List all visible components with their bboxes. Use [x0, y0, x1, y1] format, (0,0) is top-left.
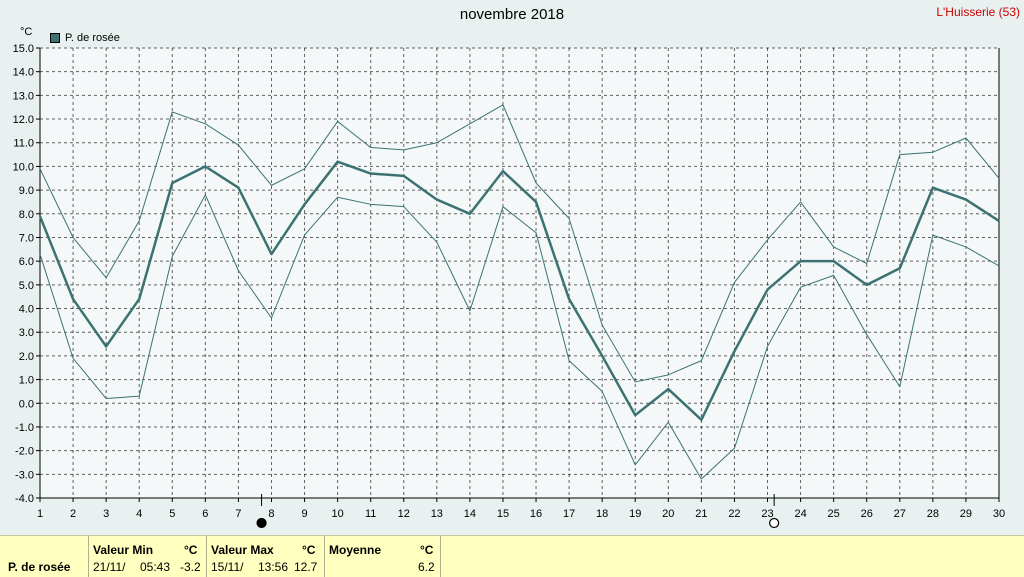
y-axis-unit: °C [20, 26, 33, 38]
y-tick-label: 10.0 [13, 161, 34, 173]
stats-min-header: Valeur Min [93, 543, 154, 557]
stats-min-date: 21/11/ [93, 560, 126, 574]
y-tick-label: 11.0 [13, 138, 34, 150]
y-tick-label: 6.0 [19, 256, 34, 268]
x-tick-label: 15 [497, 508, 509, 520]
y-tick-label: -3.0 [15, 469, 34, 481]
x-tick-label: 3 [103, 508, 109, 520]
stats-max-time: 13:56 [258, 560, 289, 574]
y-tick-label: 7.0 [19, 232, 34, 244]
x-tick-label: 18 [596, 508, 608, 520]
x-tick-label: 4 [136, 508, 142, 520]
x-tick-label: 22 [728, 508, 740, 520]
stats-max-unit: °C [302, 543, 316, 557]
x-tick-label: 24 [794, 508, 806, 520]
x-tick-label: 28 [927, 508, 939, 520]
y-tick-label: 14.0 [13, 67, 34, 79]
x-tick-label: 7 [235, 508, 241, 520]
x-tick-label: 23 [761, 508, 773, 520]
x-tick-label: 20 [662, 508, 674, 520]
station-name: L'Huisserie (53) [936, 5, 1020, 19]
stats-avg-cell: Moyenne °C 6.2 [324, 536, 441, 577]
legend: P. de rosée [50, 32, 120, 44]
x-tick-label: 29 [960, 508, 972, 520]
stats-avg-header: Moyenne [329, 543, 382, 557]
y-tick-label: 2.0 [19, 351, 34, 363]
chart-title: novembre 2018 [459, 6, 565, 23]
series-line-mean [38, 160, 1000, 422]
stats-min-unit: °C [184, 543, 198, 557]
x-tick-label: 8 [268, 508, 274, 520]
y-tick-label: 4.0 [19, 304, 34, 316]
y-tick-label: -2.0 [15, 446, 34, 458]
stats-panel: P. de rosée Valeur Min °C 21/11/ 05:43 -… [0, 535, 1024, 577]
stats-label-cell: P. de rosée [0, 536, 89, 577]
x-tick-label: 2 [70, 508, 76, 520]
y-tick-label: 9.0 [19, 185, 34, 197]
legend-label: P. de rosée [65, 32, 120, 44]
y-tick-label: 13.0 [13, 90, 34, 102]
stats-min-cell: Valeur Min °C 21/11/ 05:43 -3.2 [88, 536, 207, 577]
stats-max-value: 12.7 [294, 560, 318, 574]
stats-max-cell: Valeur Max °C 15/11/ 13:56 12.7 [206, 536, 325, 577]
x-tick-label: 25 [828, 508, 840, 520]
x-tick-label: 10 [331, 508, 343, 520]
legend-swatch [50, 33, 60, 43]
stats-min-value: -3.2 [180, 560, 201, 574]
stats-avg-value: 6.2 [418, 560, 435, 574]
x-tick-label: 6 [202, 508, 208, 520]
stats-max-date: 15/11/ [211, 560, 244, 574]
x-tick-label: 1 [37, 508, 43, 520]
stats-avg-unit: °C [420, 543, 434, 557]
series-line-max [39, 104, 1000, 383]
x-tick-label: 13 [431, 508, 443, 520]
x-tick-label: 5 [169, 508, 175, 520]
x-tick-label: 19 [629, 508, 641, 520]
stats-max-header: Valeur Max [211, 543, 274, 557]
y-tick-label: -1.0 [15, 422, 34, 434]
x-tick-label: 9 [301, 508, 307, 520]
y-tick-label: 0.0 [19, 398, 34, 410]
y-tick-label: 3.0 [19, 327, 34, 339]
x-tick-label: 17 [563, 508, 575, 520]
x-tick-label: 14 [464, 508, 476, 520]
x-tick-label: 11 [365, 508, 376, 520]
y-tick-label: 15.0 [13, 43, 34, 55]
x-tick-label: 27 [894, 508, 906, 520]
x-tick-label: 30 [993, 508, 1005, 520]
y-tick-label: 1.0 [19, 375, 34, 387]
x-tick-label: 12 [398, 508, 410, 520]
y-tick-label: 8.0 [19, 209, 34, 221]
new-moon-icon [256, 517, 267, 529]
stats-row-label: P. de rosée [8, 560, 71, 574]
x-tick-label: 16 [530, 508, 542, 520]
stats-min-time: 05:43 [140, 560, 171, 574]
series-line-min [39, 194, 1000, 480]
y-tick-label: 5.0 [19, 280, 34, 292]
full-moon-icon [769, 517, 780, 529]
y-tick-label: -4.0 [15, 493, 34, 505]
plot-area [40, 48, 999, 498]
x-tick-label: 26 [861, 508, 873, 520]
y-tick-label: 12.0 [13, 114, 34, 126]
dew-point-chart: 15.014.013.012.011.010.09.08.07.06.05.04… [13, 43, 1005, 529]
x-tick-label: 21 [695, 508, 707, 520]
